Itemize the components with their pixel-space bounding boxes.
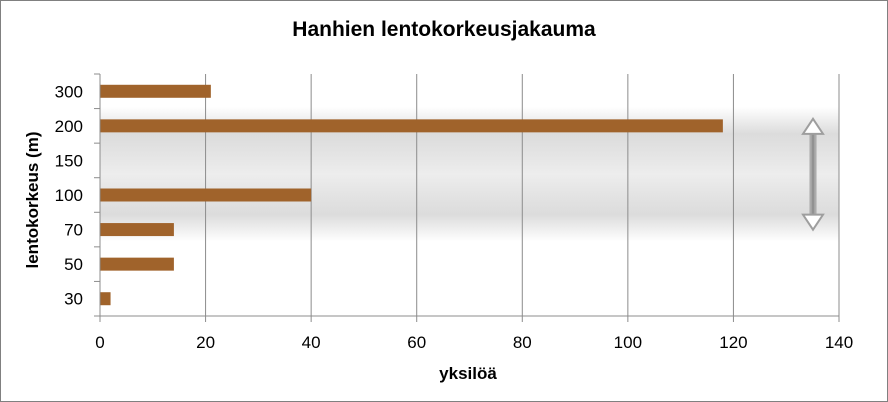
y-tick-label: 50 [64,255,83,274]
bar-300 [100,84,211,98]
x-tick-label: 100 [614,333,642,352]
x-tick-label: 40 [302,333,321,352]
bar-100 [100,188,312,202]
x-tick-label: 120 [719,333,747,352]
x-tick-label: 20 [196,333,215,352]
double-arrow-icon [801,117,825,232]
y-tick-label: 70 [64,221,83,240]
y-tick-label: 100 [55,186,83,205]
y-tick-label: 300 [55,82,83,101]
bar-30 [100,292,111,306]
y-tick-label: 30 [64,290,83,309]
x-axis-label: yksilöä [439,364,497,383]
y-tick-label: 150 [55,151,83,170]
x-tick-label: 60 [407,333,426,352]
x-tick-label: 140 [825,333,853,352]
y-tick-label: 200 [55,117,83,136]
bar-50 [100,257,174,271]
chart-title: Hanhien lentokorkeusjakauma [292,18,596,41]
bar-200 [100,119,723,133]
x-tick-label: 80 [513,333,532,352]
x-tick-label: 0 [95,333,104,352]
bar-70 [100,223,174,237]
